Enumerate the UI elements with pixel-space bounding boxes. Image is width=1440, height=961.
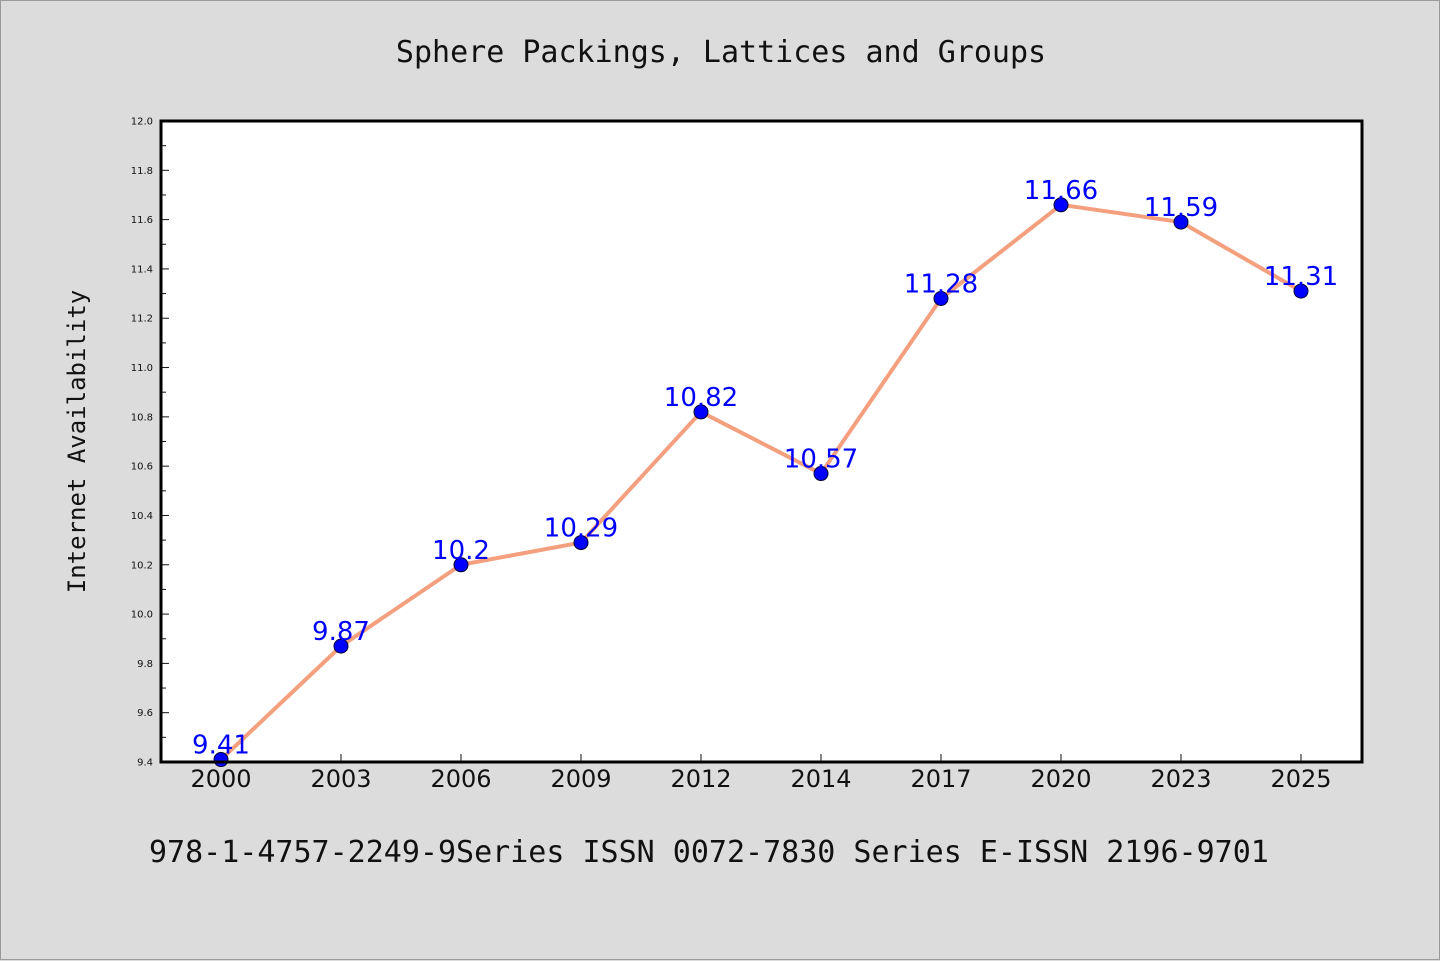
- data-label: 9.87: [312, 617, 370, 647]
- data-point: [693, 404, 709, 420]
- y-tick-label: 10.8: [131, 412, 153, 423]
- data-point: [1293, 283, 1309, 299]
- y-tick-label: 12.0: [131, 117, 153, 128]
- y-axis-title: Internet Availability: [63, 290, 91, 593]
- data-label: 10.57: [784, 445, 858, 475]
- y-tick-label: 10.4: [131, 511, 153, 522]
- x-tick-label: 2012: [670, 765, 731, 793]
- plot-frame: [159, 119, 1364, 764]
- x-tick-label: 2020: [1030, 765, 1091, 793]
- y-tick-label: 11.6: [131, 215, 153, 226]
- data-point: [573, 535, 589, 551]
- x-tick-label: 2023: [1150, 765, 1211, 793]
- y-tick-label: 10.0: [131, 610, 153, 621]
- y-tick-label: 10.6: [131, 462, 153, 473]
- isbn-issn-footer: 978-1-4757-2249-9Series ISSN 0072-7830 S…: [149, 835, 1269, 870]
- data-label: 11.31: [1264, 262, 1338, 292]
- x-tick-label: 2017: [910, 765, 971, 793]
- data-point: [1053, 197, 1069, 213]
- data-label: 10.2: [432, 536, 490, 566]
- data-label: 11.66: [1024, 176, 1098, 206]
- series-line: [219, 202, 1303, 762]
- x-tick-label: 2025: [1270, 765, 1331, 793]
- y-tick-label: 9.8: [137, 659, 153, 670]
- data-label: 11.28: [904, 270, 978, 300]
- data-label: 10.29: [544, 514, 618, 544]
- y-tick-label: 11.2: [131, 314, 153, 325]
- x-tick-label: 2006: [430, 765, 491, 793]
- data-point: [813, 466, 829, 482]
- chart-title: Sphere Packings, Lattices and Groups: [395, 35, 1047, 70]
- data-point: [333, 638, 349, 654]
- data-label: 11.59: [1144, 193, 1218, 223]
- y-tick-label: 11.4: [131, 264, 153, 275]
- data-label: 9.41: [192, 731, 250, 761]
- data-point: [1173, 214, 1189, 230]
- x-tick-label: 2014: [790, 765, 851, 793]
- y-tick-label: 11.0: [131, 363, 153, 374]
- data-point: [933, 291, 949, 307]
- data-label: 10.82: [664, 383, 738, 413]
- x-tick-label: 2000: [190, 765, 251, 793]
- x-tick-label: 2003: [310, 765, 371, 793]
- y-tick-label: 9.6: [137, 708, 153, 719]
- x-tick-label: 2009: [550, 765, 611, 793]
- y-tick-label: 9.4: [137, 758, 153, 769]
- y-tick-label: 11.8: [131, 166, 153, 177]
- data-point: [453, 557, 469, 573]
- y-tick-label: 10.2: [131, 560, 153, 571]
